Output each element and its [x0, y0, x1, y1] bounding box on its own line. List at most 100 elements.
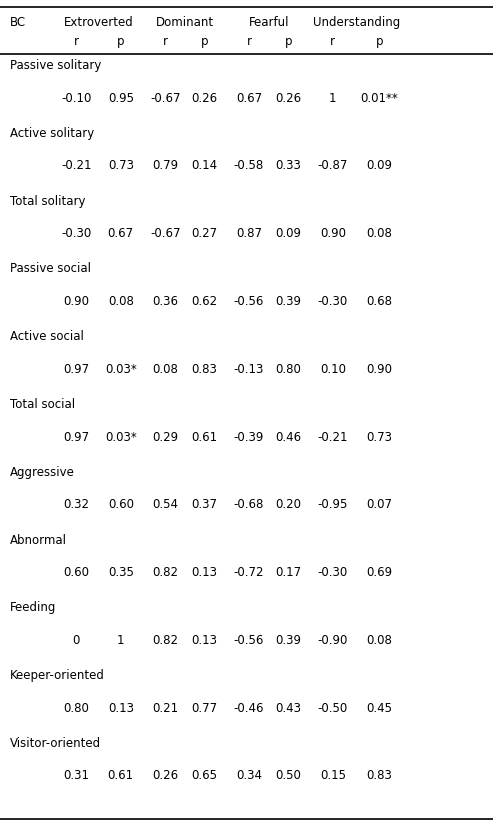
- Text: Passive solitary: Passive solitary: [10, 59, 101, 72]
- Text: 0.82: 0.82: [152, 566, 178, 579]
- Text: Passive social: Passive social: [10, 263, 91, 276]
- Text: 0.33: 0.33: [276, 159, 301, 172]
- Text: 0.13: 0.13: [192, 634, 217, 647]
- Text: Keeper-oriented: Keeper-oriented: [10, 669, 105, 682]
- Text: 0.13: 0.13: [108, 702, 134, 714]
- Text: 0.46: 0.46: [276, 430, 301, 443]
- Text: 0.32: 0.32: [64, 498, 89, 511]
- Text: -0.68: -0.68: [234, 498, 264, 511]
- Text: 0.39: 0.39: [276, 634, 301, 647]
- Text: 0.13: 0.13: [192, 566, 217, 579]
- Text: p: p: [201, 34, 209, 48]
- Text: 0.90: 0.90: [64, 295, 89, 308]
- Text: r: r: [246, 34, 251, 48]
- Text: Total solitary: Total solitary: [10, 195, 85, 208]
- Text: 0.54: 0.54: [152, 498, 178, 511]
- Text: 0.09: 0.09: [367, 159, 392, 172]
- Text: -0.58: -0.58: [234, 159, 264, 172]
- Text: 0.68: 0.68: [367, 295, 392, 308]
- Text: 0.95: 0.95: [108, 92, 134, 105]
- Text: 0.27: 0.27: [192, 227, 217, 241]
- Text: 0.37: 0.37: [192, 498, 217, 511]
- Text: 0.60: 0.60: [108, 498, 134, 511]
- Text: 0.39: 0.39: [276, 295, 301, 308]
- Text: -0.30: -0.30: [317, 566, 348, 579]
- Text: -0.13: -0.13: [234, 363, 264, 376]
- Text: 0.45: 0.45: [367, 702, 392, 714]
- Text: 0.26: 0.26: [152, 769, 178, 782]
- Text: Extroverted: Extroverted: [64, 16, 134, 30]
- Text: -0.10: -0.10: [61, 92, 92, 105]
- Text: Understanding: Understanding: [313, 16, 400, 30]
- Text: BC: BC: [10, 16, 26, 30]
- Text: 0.80: 0.80: [64, 702, 89, 714]
- Text: 0.03*: 0.03*: [105, 363, 137, 376]
- Text: 0.83: 0.83: [367, 769, 392, 782]
- Text: p: p: [284, 34, 292, 48]
- Text: -0.30: -0.30: [61, 227, 92, 241]
- Text: 0.08: 0.08: [108, 295, 134, 308]
- Text: Visitor-oriented: Visitor-oriented: [10, 737, 101, 750]
- Text: 0.07: 0.07: [367, 498, 392, 511]
- Text: 0.08: 0.08: [152, 363, 178, 376]
- Text: 0.43: 0.43: [276, 702, 301, 714]
- Text: p: p: [376, 34, 384, 48]
- Text: 0.97: 0.97: [64, 430, 89, 443]
- Text: 0.15: 0.15: [320, 769, 346, 782]
- Text: Feeding: Feeding: [10, 601, 56, 614]
- Text: 0.08: 0.08: [367, 634, 392, 647]
- Text: -0.56: -0.56: [234, 295, 264, 308]
- Text: 0.26: 0.26: [192, 92, 217, 105]
- Text: 0.01**: 0.01**: [361, 92, 398, 105]
- Text: -0.87: -0.87: [317, 159, 348, 172]
- Text: 0.67: 0.67: [108, 227, 134, 241]
- Text: -0.72: -0.72: [234, 566, 264, 579]
- Text: Aggressive: Aggressive: [10, 466, 75, 479]
- Text: Total social: Total social: [10, 398, 75, 411]
- Text: 0.10: 0.10: [320, 363, 346, 376]
- Text: r: r: [74, 34, 79, 48]
- Text: 0.97: 0.97: [64, 363, 89, 376]
- Text: 0.79: 0.79: [152, 159, 178, 172]
- Text: 0.50: 0.50: [276, 769, 301, 782]
- Text: -0.46: -0.46: [234, 702, 264, 714]
- Text: 1: 1: [117, 634, 125, 647]
- Text: -0.56: -0.56: [234, 634, 264, 647]
- Text: -0.21: -0.21: [61, 159, 92, 172]
- Text: r: r: [163, 34, 168, 48]
- Text: 0.83: 0.83: [192, 363, 217, 376]
- Text: 0.36: 0.36: [152, 295, 178, 308]
- Text: -0.90: -0.90: [317, 634, 348, 647]
- Text: 0.73: 0.73: [367, 430, 392, 443]
- Text: 0.77: 0.77: [192, 702, 217, 714]
- Text: Fearful: Fearful: [248, 16, 289, 30]
- Text: -0.95: -0.95: [317, 498, 348, 511]
- Text: -0.50: -0.50: [317, 702, 348, 714]
- Text: 0.26: 0.26: [276, 92, 301, 105]
- Text: 0.90: 0.90: [367, 363, 392, 376]
- Text: 0.21: 0.21: [152, 702, 178, 714]
- Text: 0.14: 0.14: [192, 159, 217, 172]
- Text: r: r: [330, 34, 335, 48]
- Text: 0.65: 0.65: [192, 769, 217, 782]
- Text: 0.87: 0.87: [236, 227, 262, 241]
- Text: 1: 1: [329, 92, 337, 105]
- Text: 0.08: 0.08: [367, 227, 392, 241]
- Text: 0.82: 0.82: [152, 634, 178, 647]
- Text: -0.30: -0.30: [317, 295, 348, 308]
- Text: 0.29: 0.29: [152, 430, 178, 443]
- Text: -0.67: -0.67: [150, 227, 180, 241]
- Text: 0.73: 0.73: [108, 159, 134, 172]
- Text: -0.67: -0.67: [150, 92, 180, 105]
- Text: 0.62: 0.62: [192, 295, 217, 308]
- Text: Dominant: Dominant: [156, 16, 214, 30]
- Text: Active solitary: Active solitary: [10, 127, 94, 140]
- Text: 0.80: 0.80: [276, 363, 301, 376]
- Text: 0.61: 0.61: [108, 769, 134, 782]
- Text: -0.21: -0.21: [317, 430, 348, 443]
- Text: p: p: [117, 34, 125, 48]
- Text: 0.34: 0.34: [236, 769, 262, 782]
- Text: 0: 0: [73, 634, 80, 647]
- Text: 0.67: 0.67: [236, 92, 262, 105]
- Text: 0.20: 0.20: [276, 498, 301, 511]
